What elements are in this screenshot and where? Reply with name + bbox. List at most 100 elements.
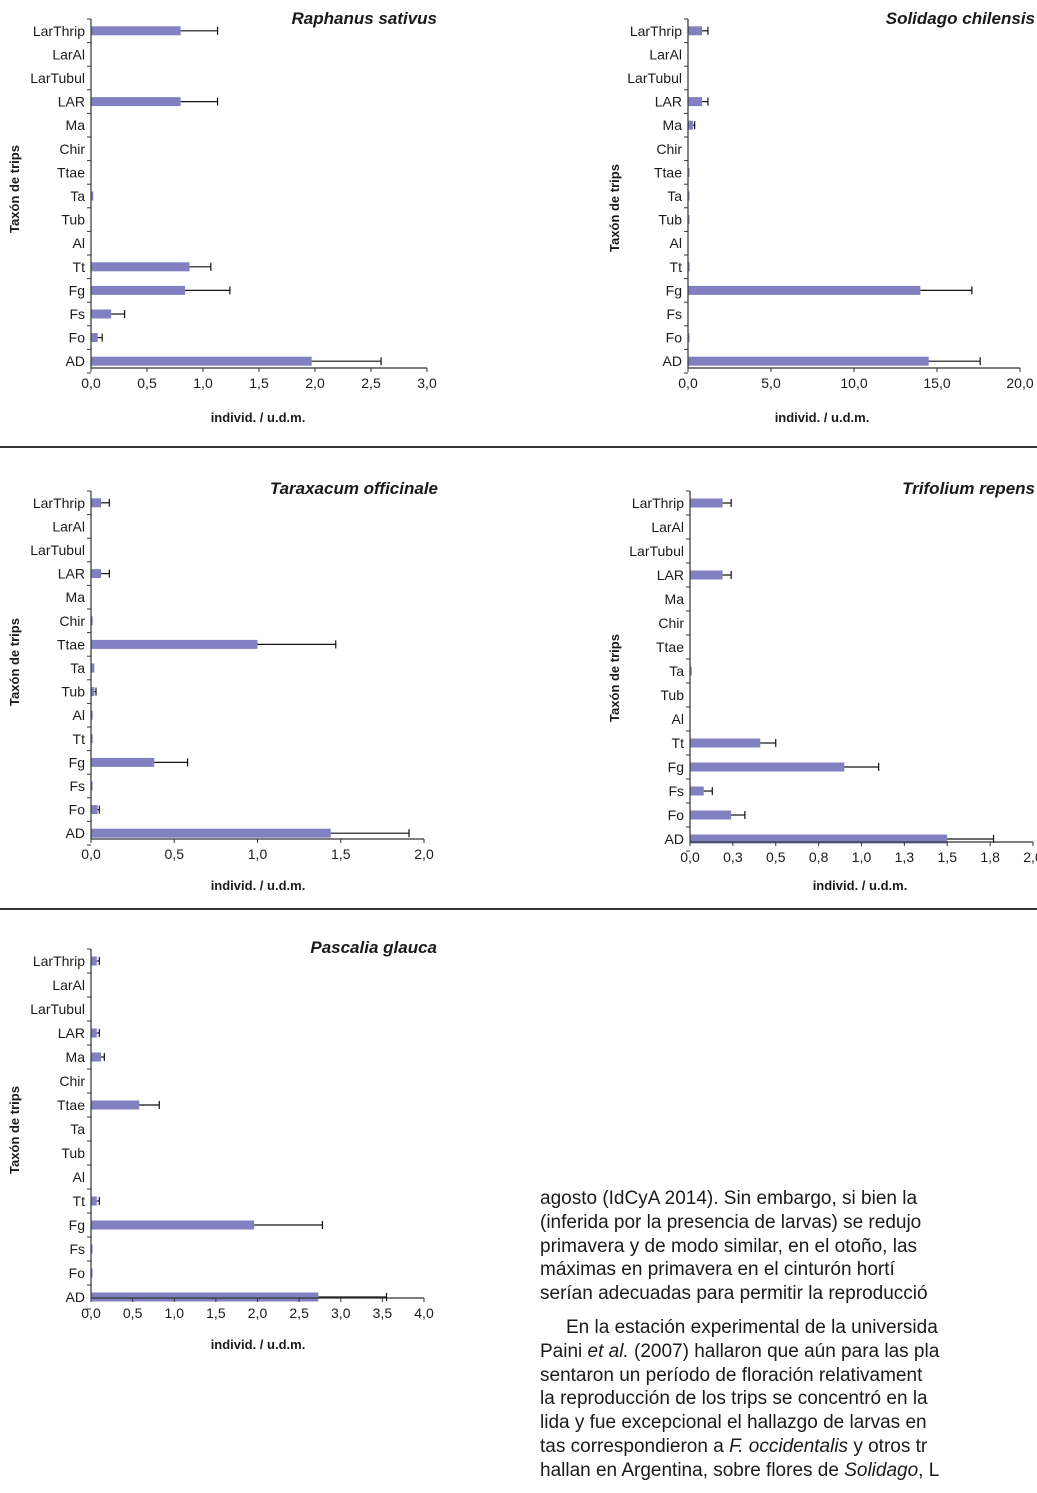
y-tick-label: Tub xyxy=(61,212,85,228)
x-tick-label: 0,5 xyxy=(123,1305,143,1321)
x-tick-label: 0,0 xyxy=(678,375,698,391)
chart-title: Taraxacum officinale xyxy=(270,479,438,498)
text-line: En la estación experimental de la univer… xyxy=(566,1316,938,1338)
y-tick-label: Ttae xyxy=(57,164,85,180)
y-tick-label: AD xyxy=(66,353,85,369)
x-tick-label: 2,0 xyxy=(1023,849,1037,865)
y-tick-label: LarThrip xyxy=(33,953,85,969)
x-axis-label: individ. / u.d.m. xyxy=(775,410,870,425)
bar xyxy=(91,1244,93,1254)
y-tick-label: LarThrip xyxy=(33,23,85,39)
y-tick-label: Ta xyxy=(70,660,85,676)
x-tick-label: 5,0 xyxy=(761,375,781,391)
bar xyxy=(690,810,732,820)
x-tick-label: 3,0 xyxy=(417,375,437,391)
x-tick-label: 0,3 xyxy=(723,849,743,865)
x-tick-label: 0,0 xyxy=(81,846,101,862)
y-tick-label: Fo xyxy=(69,1265,86,1281)
bar xyxy=(91,498,101,508)
text-line: serían adecuadas para permitir la reprod… xyxy=(540,1283,928,1305)
x-tick-label: 3,5 xyxy=(373,1305,393,1321)
x-tick-label: 1,5 xyxy=(331,846,351,862)
y-tick-label: LAR xyxy=(657,567,684,583)
bar xyxy=(91,828,331,838)
bar xyxy=(91,1028,97,1038)
x-tick-label: 1,5 xyxy=(938,849,958,865)
bar xyxy=(91,616,93,626)
bar xyxy=(91,569,101,579)
y-axis-label: Taxón de trips xyxy=(607,634,622,722)
bar xyxy=(91,805,98,815)
bar xyxy=(91,663,95,673)
y-tick-label: Fs xyxy=(69,306,85,322)
y-tick-label: Tub xyxy=(658,212,682,228)
y-tick-label: Al xyxy=(670,235,682,251)
paragraph-2: En la estación experimental de la univer… xyxy=(540,1316,1037,1483)
y-tick-label: LarTubul xyxy=(627,70,682,86)
chart-taraxacum-officinale: Taraxacum officinale Taxón de trips indi… xyxy=(7,479,438,893)
y-tick-label: LarAl xyxy=(651,519,684,535)
panel-separator xyxy=(0,446,1037,448)
x-tick-label: 0,5 xyxy=(137,375,157,391)
text-line: tas correspondieron a F. occidentalis y … xyxy=(540,1435,1037,1459)
y-tick-label: Tt xyxy=(73,731,86,747)
text-line: la reproducción de los trips se concentr… xyxy=(540,1388,928,1410)
bar xyxy=(91,1100,140,1110)
x-tick-label: 1,5 xyxy=(249,375,269,391)
y-tick-label: Chir xyxy=(658,615,684,631)
text-run: Paini xyxy=(540,1340,588,1362)
x-tick-label: 0,0 xyxy=(81,375,101,391)
y-tick-label: Fg xyxy=(69,754,85,770)
bar xyxy=(91,26,181,36)
bar xyxy=(91,262,190,272)
bar xyxy=(91,1268,93,1278)
bar xyxy=(91,956,97,966)
x-tick-label: 1,8 xyxy=(980,849,1000,865)
y-tick-label: Fs xyxy=(668,783,684,799)
bar xyxy=(688,97,703,107)
y-tick-label: Tt xyxy=(672,735,685,751)
y-tick-label: LarTubul xyxy=(629,543,684,559)
bar xyxy=(688,191,690,201)
y-tick-label: LAR xyxy=(58,1025,85,1041)
y-tick-label: Fg xyxy=(69,282,85,298)
bar xyxy=(690,834,948,844)
y-tick-label: Chir xyxy=(59,141,85,157)
y-axis-label: Taxón de trips xyxy=(7,618,22,706)
y-tick-label: LarThrip xyxy=(632,495,684,511)
text-line: lida y fue excepcional el hallazgo de la… xyxy=(540,1412,927,1434)
y-tick-label: Ttae xyxy=(654,164,682,180)
y-tick-label: Ttae xyxy=(656,639,684,655)
text-run-italic: F. occidentalis xyxy=(729,1435,849,1457)
chart-title: Solidago chilensis xyxy=(886,9,1035,28)
x-axis-label: individ. / u.d.m. xyxy=(813,878,908,893)
text-run: (2007) hallaron que aún para las pla xyxy=(628,1340,940,1362)
y-axis-label: Taxón de trips xyxy=(607,164,622,252)
text-line: máximas en primavera en el cinturón hort… xyxy=(540,1259,895,1281)
y-tick-label: AD xyxy=(66,1289,85,1305)
y-tick-label: Ta xyxy=(70,1121,85,1137)
text-line: (inferida por la presencia de larvas) se… xyxy=(540,1211,922,1233)
text-line: sentaron un período de floración relativ… xyxy=(540,1364,923,1386)
x-tick-label: 1,3 xyxy=(895,849,915,865)
y-tick-label: AD xyxy=(66,825,85,841)
bar xyxy=(690,498,723,508)
y-tick-label: AD xyxy=(665,831,684,847)
chart-raphanus-sativus: Raphanus sativus Taxón de trips individ.… xyxy=(7,9,437,425)
y-axis-label: Taxón de trips xyxy=(7,1086,22,1174)
text-line: primavera y de modo similar, en el otoño… xyxy=(540,1235,918,1257)
x-tick-label: 20,0 xyxy=(1006,375,1033,391)
paragraph-1: agosto (IdCyA 2014). Sin embargo, si bie… xyxy=(540,1187,1037,1306)
x-tick-label: 1,5 xyxy=(206,1305,226,1321)
text-run: , L xyxy=(918,1459,940,1481)
y-tick-label: LAR xyxy=(58,566,85,582)
y-tick-label: Chir xyxy=(59,613,85,629)
y-tick-label: Al xyxy=(73,235,85,251)
text-run: hallan en Argentina, sobre flores de xyxy=(540,1459,845,1481)
x-tick-label: 1,0 xyxy=(248,846,268,862)
text-line: Paini et al. (2007) hallaron que aún par… xyxy=(540,1340,1037,1364)
panel-separator xyxy=(0,908,1037,910)
text-run: y otros tr xyxy=(848,1435,928,1457)
y-tick-label: LarTubul xyxy=(30,1001,85,1017)
bar xyxy=(690,762,845,772)
